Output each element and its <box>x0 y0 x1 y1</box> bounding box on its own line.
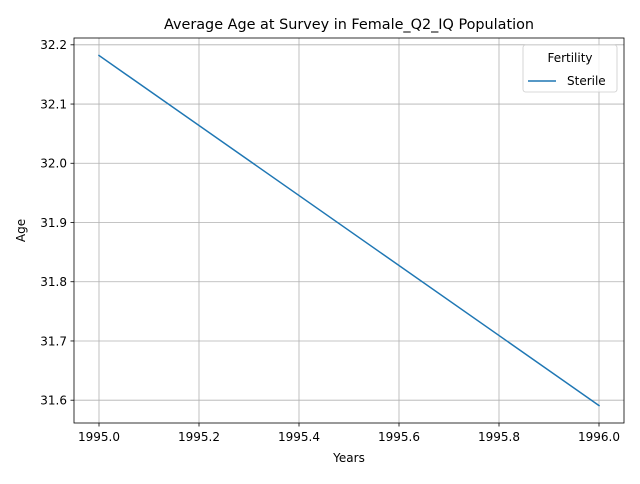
y-tick-label: 32.0 <box>40 157 67 171</box>
x-axis-label: Years <box>332 451 365 465</box>
x-axis-ticks: 1995.0 1995.2 1995.4 1995.6 1995.8 1996.0 <box>78 423 620 444</box>
legend-title: Fertility <box>547 51 592 65</box>
y-axis-label: Age <box>14 219 28 242</box>
y-tick-label: 31.6 <box>40 393 67 407</box>
grid-lines <box>74 38 624 423</box>
x-tick-label: 1995.2 <box>178 430 220 444</box>
y-axis-ticks: 31.6 31.7 31.8 31.9 32.0 32.1 32.2 <box>40 38 74 407</box>
y-tick-label: 31.7 <box>40 334 67 348</box>
legend: Fertility Sterile <box>522 44 618 93</box>
y-tick-label: 31.9 <box>40 216 67 230</box>
x-tick-label: 1995.4 <box>278 430 320 444</box>
y-tick-label: 32.2 <box>40 38 67 52</box>
y-tick-label: 32.1 <box>40 97 67 111</box>
y-tick-label: 31.8 <box>40 275 67 289</box>
x-tick-label: 1996.0 <box>578 430 620 444</box>
legend-label-sterile: Sterile <box>567 74 606 88</box>
series-line-sterile <box>97 54 601 407</box>
x-tick-label: 1995.8 <box>478 430 520 444</box>
chart-title: Average Age at Survey in Female_Q2_IQ Po… <box>164 17 534 33</box>
plot-area-frame <box>73 37 625 424</box>
x-tick-label: 1995.0 <box>78 430 120 444</box>
x-tick-label: 1995.6 <box>378 430 420 444</box>
series-lines <box>97 54 601 407</box>
